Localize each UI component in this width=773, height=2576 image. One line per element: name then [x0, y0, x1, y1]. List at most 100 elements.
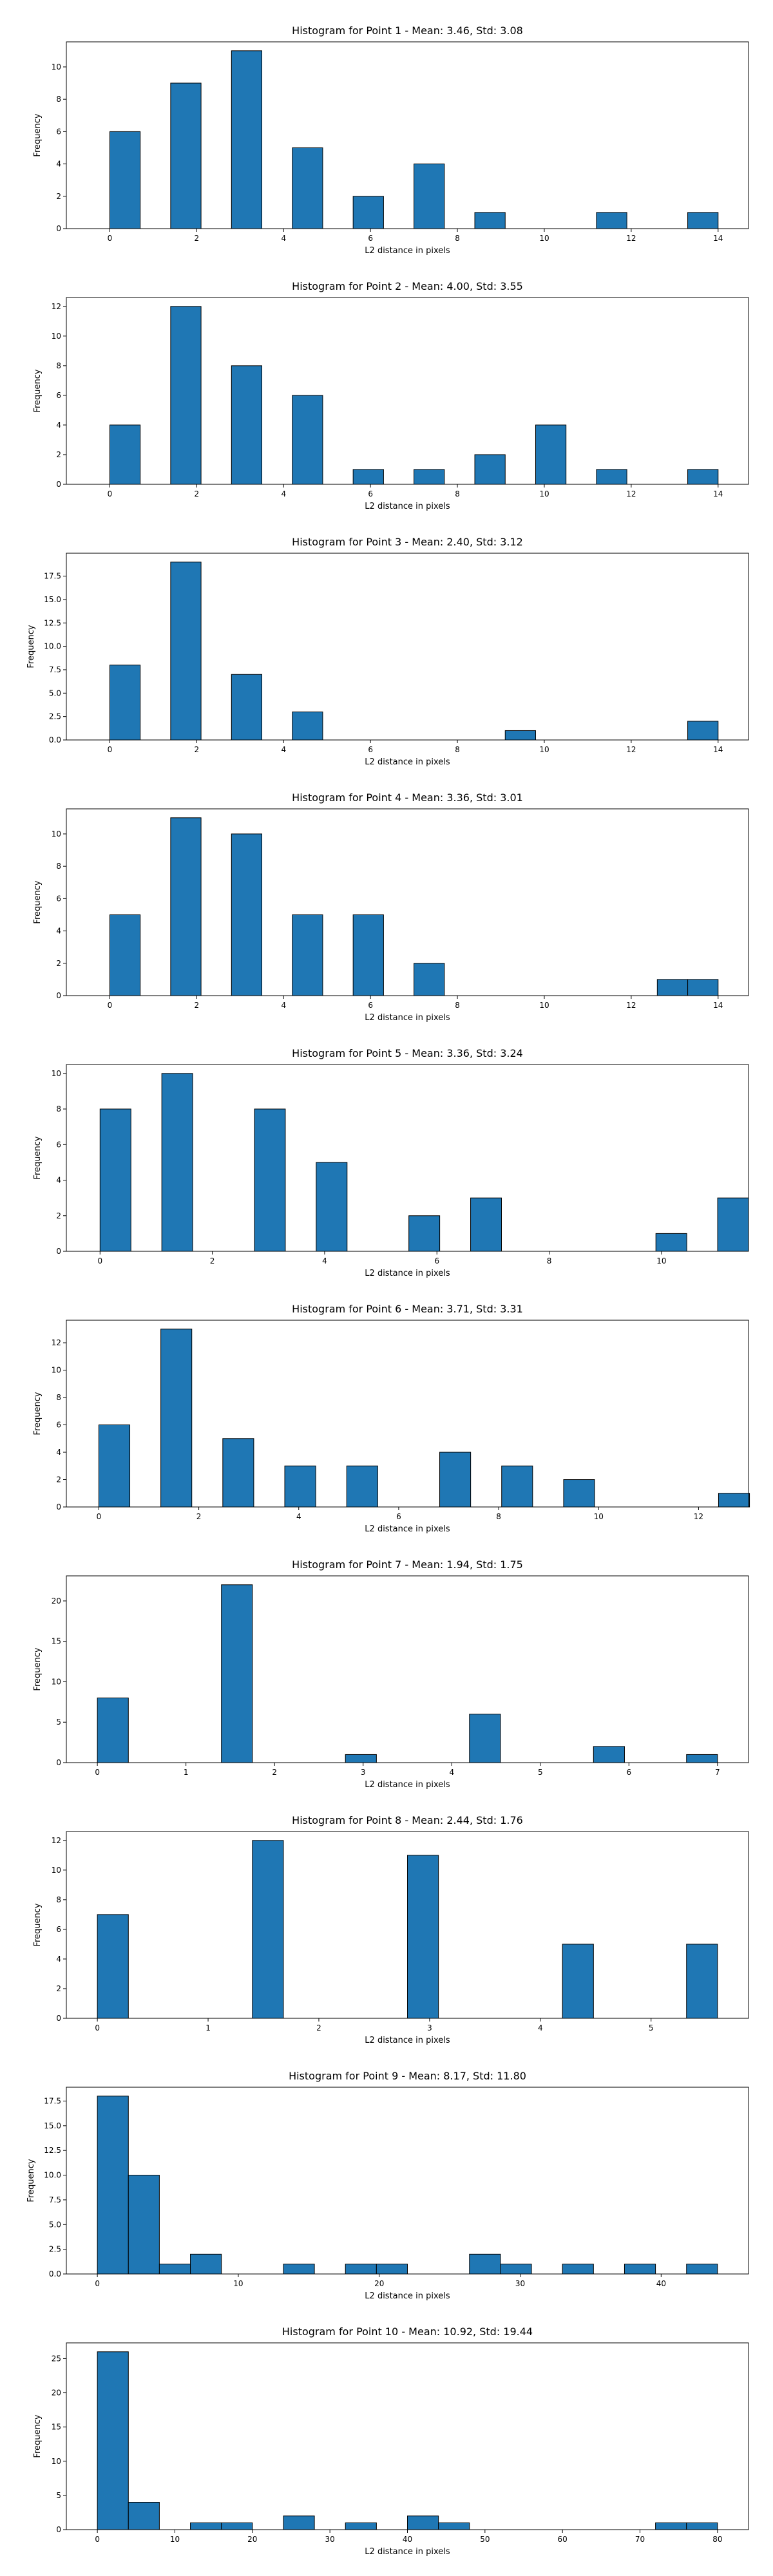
axes-frame [66, 297, 749, 485]
y-axis-label: Frequency [33, 1647, 43, 1690]
axes-frame [66, 808, 749, 996]
histogram-bar [414, 963, 445, 996]
x-tick-label: 70 [635, 2535, 645, 2544]
histogram-bar [407, 1855, 439, 2019]
x-tick-label: 8 [455, 234, 460, 243]
x-tick-label: 3 [361, 1768, 366, 1777]
histogram-bar [97, 1698, 129, 1763]
x-tick-label: 4 [281, 234, 286, 243]
x-tick-label: 0 [108, 234, 113, 243]
y-tick-label: 2 [56, 1211, 61, 1220]
histogram-bar [474, 454, 506, 485]
y-tick-label: 2 [56, 959, 61, 968]
y-tick-label: 0 [56, 991, 61, 1000]
x-tick-label: 20 [374, 2279, 384, 2288]
histogram-bar [352, 469, 384, 485]
histogram-bar [190, 2522, 222, 2530]
histogram-bar [316, 1162, 348, 1252]
x-tick-label: 10 [594, 1512, 604, 1521]
x-tick-label: 12 [626, 1001, 636, 1010]
x-tick-label: 4 [449, 1768, 454, 1777]
y-tick-label: 5.0 [49, 2220, 61, 2229]
x-tick-label: 5 [538, 1768, 543, 1777]
y-tick-label: 12 [52, 302, 61, 311]
x-tick-label: 8 [547, 1256, 552, 1265]
x-tick-label: 12 [626, 745, 636, 754]
histogram-bar [292, 914, 323, 996]
y-tick-label: 5 [56, 2491, 61, 2500]
y-tick-label: 4 [56, 160, 61, 169]
x-tick-label: 14 [713, 745, 723, 754]
y-tick-label: 0 [56, 2014, 61, 2023]
x-tick-label: 6 [368, 745, 373, 754]
x-tick-label: 60 [558, 2535, 568, 2544]
y-tick-label: 2 [56, 450, 61, 459]
y-tick-label: 8 [56, 1393, 61, 1402]
histogram-bar [231, 674, 263, 741]
histogram-bar [292, 147, 323, 229]
histogram-bar [170, 82, 202, 229]
histogram-bar [283, 2264, 315, 2275]
y-tick-label: 2 [56, 1475, 61, 1484]
axes-frame [66, 1064, 749, 1252]
y-tick-label: 15.0 [44, 595, 61, 604]
x-tick-label: 10 [539, 1001, 549, 1010]
x-axis-label: L2 distance in pixels [365, 2291, 450, 2301]
y-tick-label: 17.5 [44, 572, 61, 581]
histogram-bar [99, 1108, 131, 1252]
histogram-bar [438, 2522, 470, 2530]
y-tick-label: 12 [52, 1836, 61, 1845]
x-tick-label: 0 [97, 1256, 102, 1265]
x-tick-label: 4 [322, 1256, 327, 1265]
x-tick-label: 12 [626, 234, 636, 243]
y-tick-label: 15 [52, 1637, 61, 1646]
y-axis-label: Frequency [33, 2414, 43, 2458]
y-tick-label: 10 [52, 829, 61, 838]
y-tick-label: 6 [56, 127, 61, 136]
histogram-bar [562, 2264, 594, 2275]
histogram-bar [687, 212, 719, 229]
x-tick-label: 3 [427, 2023, 432, 2032]
histogram-bar [500, 2264, 532, 2275]
x-tick-label: 5 [649, 2023, 654, 2032]
x-tick-label: 0 [95, 2535, 100, 2544]
y-tick-label: 8 [56, 95, 61, 104]
histogram-bar [686, 1754, 718, 1763]
y-tick-label: 10 [52, 332, 61, 341]
x-axis-label: L2 distance in pixels [365, 502, 450, 511]
y-tick-label: 15.0 [44, 2121, 61, 2130]
histogram-bar [376, 2264, 408, 2275]
y-tick-label: 6 [56, 1140, 61, 1149]
x-axis-label: L2 distance in pixels [365, 1269, 450, 1278]
histogram-bar [284, 1465, 316, 1508]
x-tick-label: 14 [713, 1001, 723, 1010]
x-tick-label: 12 [626, 489, 636, 498]
x-tick-label: 4 [296, 1512, 301, 1521]
y-tick-label: 10 [52, 1677, 61, 1686]
axes-frame [66, 2087, 749, 2275]
y-tick-label: 4 [56, 927, 61, 936]
histogram-bar [656, 979, 689, 996]
y-tick-label: 0 [56, 480, 61, 489]
x-tick-label: 1 [205, 2023, 211, 2032]
x-tick-label: 0 [95, 2023, 100, 2032]
histogram-panel-6: Histogram for Point 6 - Mean: 3.71, Std:… [33, 1303, 750, 1534]
histogram-bar [408, 1215, 441, 1252]
histogram-bar [563, 1479, 595, 1508]
x-tick-label: 14 [713, 489, 723, 498]
y-tick-label: 10.0 [44, 642, 61, 651]
histogram-panel-3: Histogram for Point 3 - Mean: 2.40, Std:… [26, 536, 749, 767]
y-tick-label: 10 [52, 1069, 61, 1078]
y-axis-label: Frequency [33, 1136, 43, 1179]
y-tick-label: 15 [52, 2423, 61, 2432]
histogram-bar [469, 2253, 501, 2275]
chart-title: Histogram for Point 3 - Mean: 2.40, Std:… [292, 536, 523, 548]
x-tick-label: 12 [694, 1512, 703, 1521]
y-tick-label: 0 [56, 224, 61, 233]
histogram-bar [97, 2351, 129, 2530]
x-tick-label: 0 [97, 1512, 102, 1521]
histogram-bar [469, 1714, 501, 1763]
chart-title: Histogram for Point 10 - Mean: 10.92, St… [282, 2325, 533, 2338]
x-tick-label: 6 [434, 1256, 439, 1265]
histogram-bar [128, 2175, 160, 2275]
